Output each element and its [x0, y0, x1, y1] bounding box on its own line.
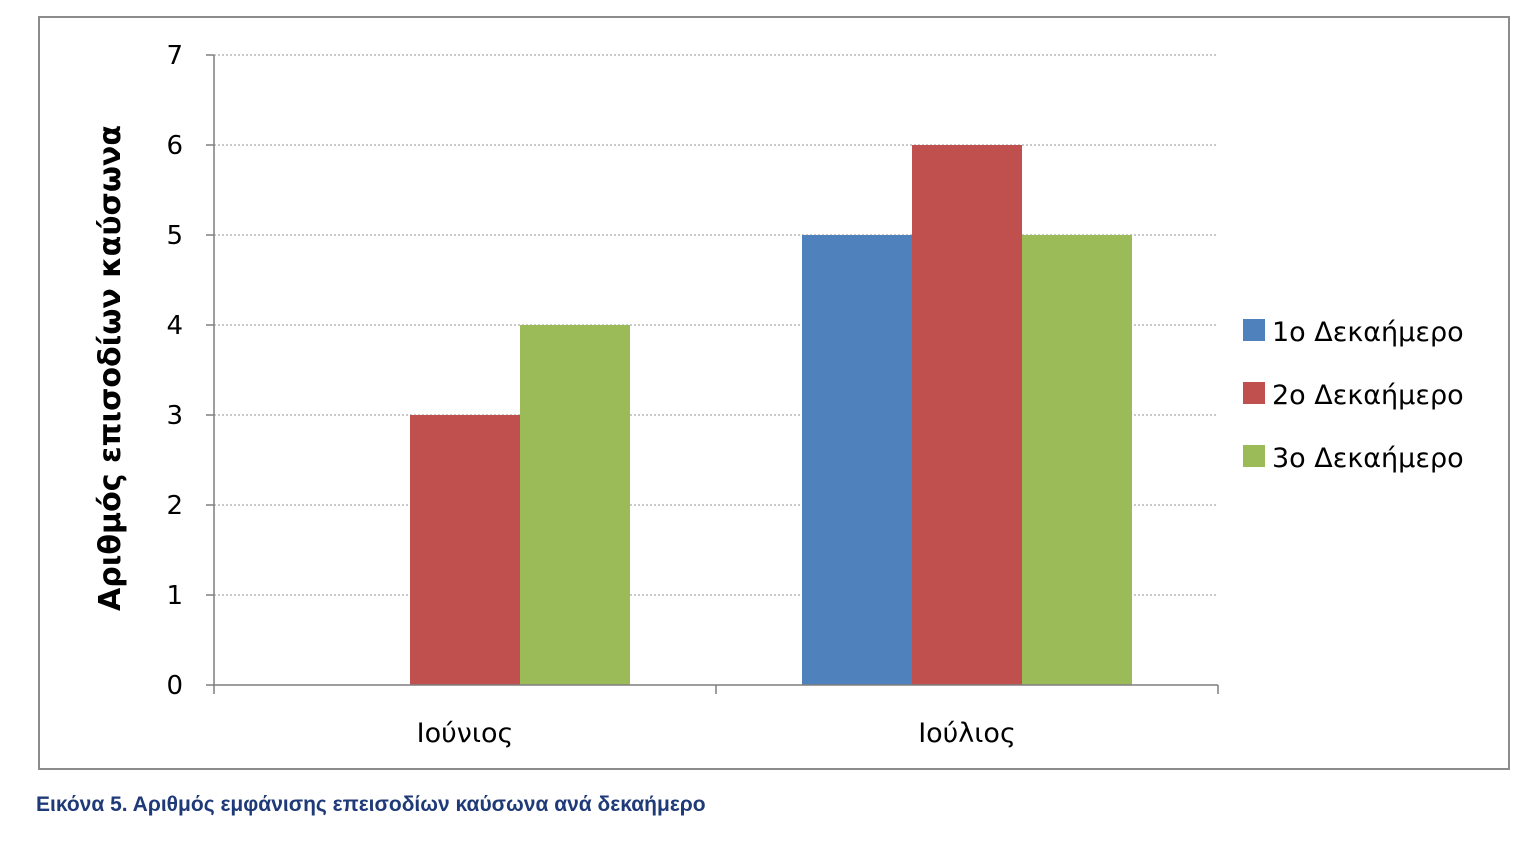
legend-swatch: [1243, 445, 1265, 467]
bar: [802, 235, 912, 685]
legend-swatch: [1243, 319, 1265, 341]
bars: [410, 145, 1132, 685]
tick-labels: 0 1 2 3 4 5 6 7 Ιούνιος Ιούλιος: [166, 41, 1015, 749]
y-axis-title: Αριθμός επισοδίων καύσωνα: [93, 125, 128, 611]
x-category-label: Ιούνιος: [417, 718, 514, 749]
y-tick-label: 1: [166, 581, 183, 611]
x-category-label: Ιούλιος: [918, 718, 1016, 749]
y-tick-label: 2: [166, 491, 183, 521]
y-tick-label: 7: [166, 41, 183, 71]
bar: [912, 145, 1022, 685]
y-tick-label: 6: [166, 131, 183, 161]
legend-label: 2ο Δεκαήμερο: [1272, 380, 1464, 411]
axes: [206, 54, 1219, 694]
y-tick-label: 3: [166, 401, 183, 431]
legend-label: 3ο Δεκαήμερο: [1272, 443, 1464, 474]
y-tick-label: 4: [166, 311, 183, 341]
y-tick-label: 0: [166, 671, 183, 701]
legend-label: 1ο Δεκαήμερο: [1272, 317, 1464, 348]
legend-swatch: [1243, 382, 1265, 404]
y-tick-label: 5: [166, 221, 183, 251]
figure-caption: Εικόνα 5. Αριθμός εμφάνισης επεισοδίων κ…: [36, 793, 706, 816]
bar: [1022, 235, 1132, 685]
legend: 1ο Δεκαήμερο 2ο Δεκαήμερο 3ο Δεκαήμερο: [1243, 317, 1464, 474]
bar: [520, 325, 630, 685]
bar: [410, 415, 520, 685]
